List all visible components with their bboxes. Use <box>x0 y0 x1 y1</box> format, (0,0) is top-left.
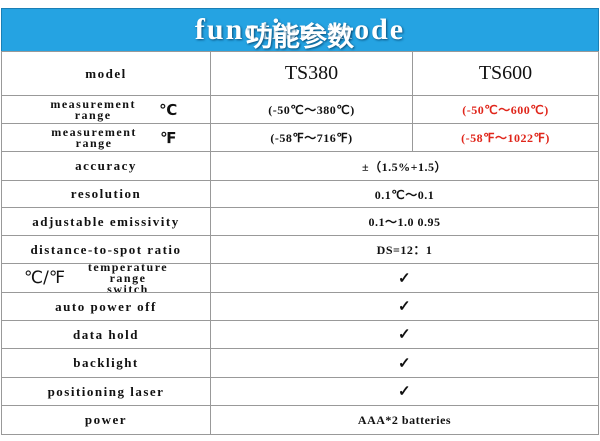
value-cell: 0.1℃～0.1 <box>210 180 599 208</box>
value-cell: 0.1～1.0 0.95 <box>210 207 599 236</box>
row-label: power <box>1 405 211 435</box>
label-text: temperature range switch <box>87 259 169 296</box>
label-text: accuracy <box>75 158 137 173</box>
value-cell: ✓ <box>210 348 599 378</box>
label-text: backlight <box>73 355 139 370</box>
label-text: auto power off <box>55 298 157 314</box>
row-label: measurement range ℃ <box>1 95 211 124</box>
value-cell: ✓ <box>210 377 599 406</box>
value-cell: (-58℉～716℉) <box>210 123 413 152</box>
label-text: resolution <box>70 186 142 201</box>
row-label: accuracy <box>1 151 211 181</box>
value-cell: DS=12：1 <box>210 235 599 264</box>
row-label: adjustable emissivity <box>1 207 211 236</box>
label-prefix: ℃/℉ <box>24 268 65 288</box>
value-cell: ✓ <box>210 263 599 293</box>
row-label: model <box>1 51 211 96</box>
label-text: data hold <box>73 326 139 342</box>
row-label: backlight <box>1 348 211 378</box>
title-bar: function mode 功能参数 <box>1 8 599 53</box>
value-cell: ✓ <box>210 292 599 321</box>
label-unit: ℃ <box>159 100 179 119</box>
value-cell: ✓ <box>210 320 599 349</box>
label-unit: ℉ <box>160 128 178 147</box>
value-cell: (-50℃～600℃) <box>412 95 599 124</box>
value-cell: ±（1.5%+1.5） <box>210 151 599 181</box>
label-text: distance-to-spot ratio <box>30 241 182 257</box>
row-label: measurement range ℉ <box>1 123 211 152</box>
row-label: data hold <box>1 320 211 349</box>
label-text: model <box>85 65 127 81</box>
label-text: measurement range <box>50 96 136 122</box>
label-text: adjustable emissivity <box>32 213 180 229</box>
title: function mode <box>194 13 406 46</box>
row-label: ℃/℉ temperature range switch <box>1 259 211 296</box>
row-label: auto power off <box>1 292 211 321</box>
title-overlay: 功能参数 <box>246 22 354 53</box>
value-cell: AAA*2 batteries <box>210 405 599 435</box>
label-text: power <box>84 412 128 427</box>
value-cell: (-50℃～380℃) <box>210 95 413 124</box>
value-cell: TS380 <box>210 51 413 96</box>
value-cell: (-58℉～1022℉) <box>412 123 599 152</box>
row-label: positioning laser <box>1 377 211 406</box>
label-text: positioning laser <box>47 383 165 399</box>
value-cell: TS600 <box>412 51 599 96</box>
label-text: measurement range <box>51 124 137 150</box>
row-label: resolution <box>1 180 211 208</box>
